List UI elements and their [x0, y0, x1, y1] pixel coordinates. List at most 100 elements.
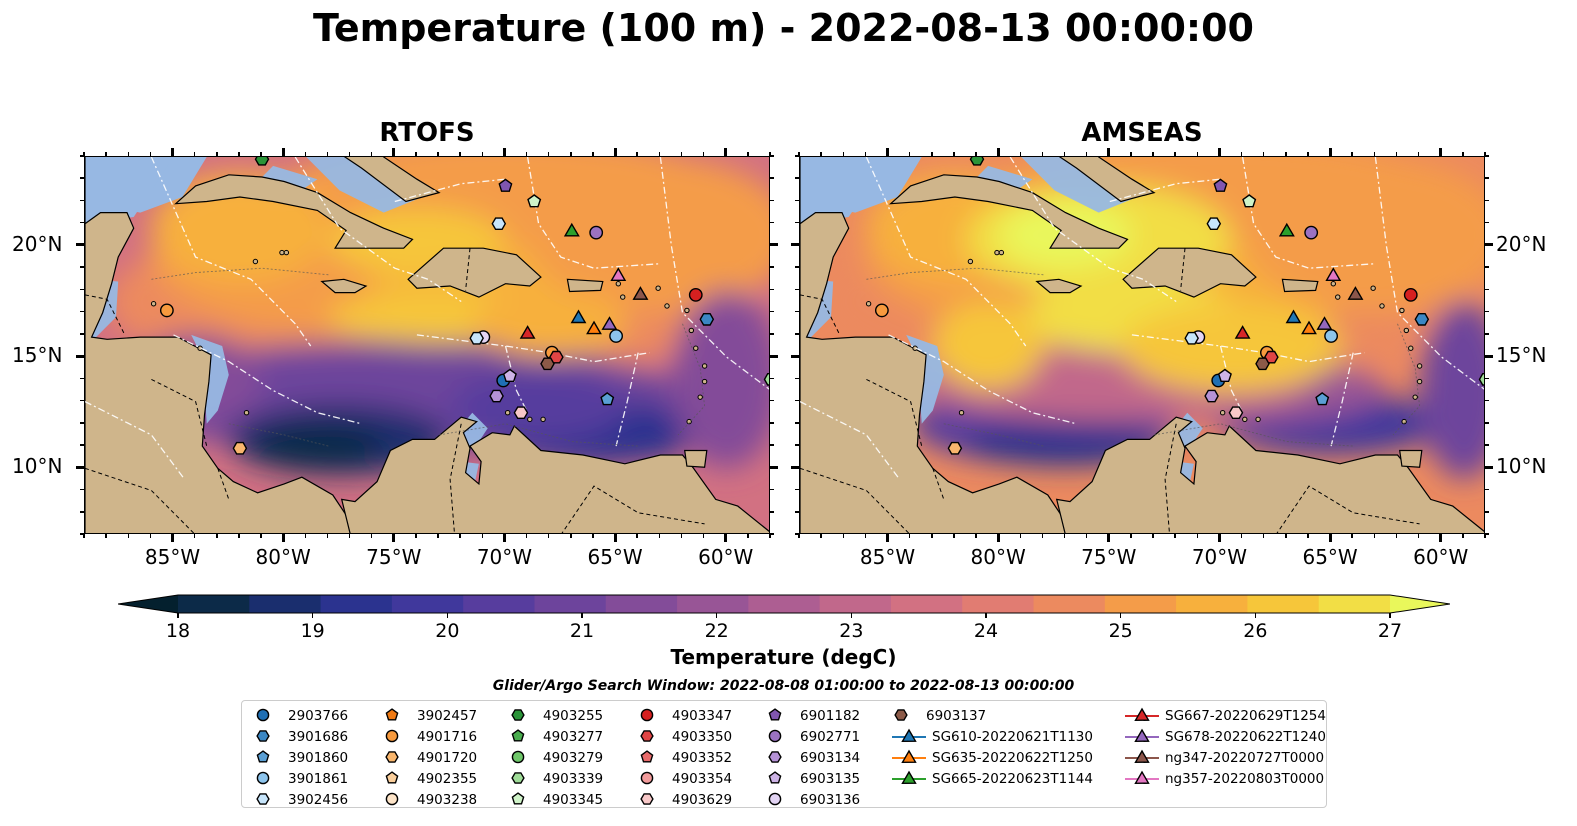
x-tick-mark — [1152, 534, 1154, 538]
y-tick-mark — [770, 243, 778, 247]
y-tick-mark — [770, 288, 774, 291]
float-marker — [874, 303, 889, 318]
x-tick-label: 75°W — [366, 545, 422, 569]
x-tick-mark — [127, 152, 129, 156]
x-tick-mark — [886, 534, 890, 542]
float-marker — [1228, 406, 1244, 419]
x-tick-mark — [171, 148, 175, 156]
x-tick-mark — [370, 534, 373, 538]
x-tick-mark — [798, 534, 800, 538]
float-marker — [1478, 372, 1484, 386]
float-marker — [1347, 286, 1364, 300]
colorbar-tick-mark — [850, 613, 853, 618]
float-marker — [254, 157, 270, 166]
y-tick-mark — [1485, 199, 1489, 202]
legend-label: SG678-20220622T1240 — [1165, 729, 1326, 745]
float-marker — [609, 329, 623, 343]
y-tick-mark — [1485, 444, 1489, 446]
x-tick-label: 60°W — [1413, 545, 1469, 569]
legend-label: 3902457 — [417, 708, 478, 724]
x-tick-mark — [459, 152, 461, 156]
float-marker — [563, 222, 580, 237]
x-tick-mark — [238, 152, 240, 156]
figure-title: Temperature (100 m) - 2022-08-13 00:00:0… — [312, 6, 1254, 50]
legend-label: 6902771 — [800, 729, 861, 745]
legend-item: 6903135 — [766, 769, 886, 787]
legend-item: 3901860 — [254, 748, 374, 766]
y-tick-mark — [770, 511, 774, 513]
legend-item: SG610-20220621T1130 — [892, 727, 1122, 745]
colorbar-segment — [1176, 595, 1249, 613]
x-tick-mark — [481, 152, 484, 156]
legend-label: 3902456 — [288, 792, 349, 808]
x-tick-mark — [975, 152, 977, 156]
x-tick-mark — [1307, 152, 1309, 156]
land — [800, 157, 1484, 533]
float-marker — [519, 325, 536, 339]
float-markers — [159, 157, 769, 455]
x-tick-mark — [1328, 148, 1332, 156]
circle-marker-icon — [385, 729, 399, 743]
y-tick-mark — [1485, 488, 1489, 491]
colorbar-tick-mark — [1389, 613, 1391, 618]
x-tick-label: 70°W — [1191, 545, 1248, 569]
float-marker — [1184, 331, 1200, 345]
y-tick-mark — [1485, 399, 1489, 402]
y-tick-mark — [770, 354, 778, 358]
legend-label: 3901861 — [288, 771, 349, 787]
colorbar-segment — [463, 595, 536, 613]
legend-item: 6903137 — [892, 706, 1122, 724]
y-tick-mark — [770, 444, 774, 446]
legend-item: 4903347 — [638, 706, 758, 724]
x-tick-mark — [1484, 152, 1486, 156]
x-tick-mark — [1262, 152, 1265, 156]
triangle-marker-icon — [1125, 728, 1159, 743]
x-tick-mark — [1217, 148, 1221, 156]
legend-label: 4903629 — [672, 792, 733, 808]
x-tick-mark — [1484, 534, 1486, 538]
legend-item: 2903766 — [254, 706, 374, 724]
x-tick-mark — [1351, 152, 1353, 156]
legend-label: 4903352 — [672, 750, 733, 766]
legend-label: 4903347 — [672, 708, 733, 724]
colorbar-segment — [249, 595, 322, 613]
float-marker — [1278, 222, 1295, 237]
x-tick-mark — [953, 534, 955, 538]
legend-item: SG665-20220623T1144 — [892, 769, 1122, 787]
x-tick-mark — [216, 152, 218, 156]
float-marker — [1217, 368, 1232, 383]
circle-marker-icon — [768, 729, 782, 743]
float-marker — [947, 441, 963, 455]
x-tick-mark — [193, 152, 196, 156]
float-marker — [1285, 309, 1302, 324]
colorbar-segment — [178, 595, 250, 613]
pentagon-marker-icon — [511, 729, 525, 742]
x-tick-label: 70°W — [476, 545, 533, 569]
legend-item: 6903134 — [766, 748, 886, 766]
x-tick-mark — [1328, 534, 1332, 542]
y-tick-mark — [1485, 511, 1489, 513]
float-markers — [874, 157, 1484, 455]
legend-label: ng347-20220727T0000 — [1165, 750, 1325, 766]
x-tick-mark — [1130, 152, 1132, 156]
x-tick-label: 60°W — [698, 545, 754, 569]
legend-label: SG665-20220623T1144 — [932, 771, 1093, 787]
y-tick-mark — [76, 243, 84, 247]
float-marker — [1301, 320, 1317, 335]
x-tick-mark — [1462, 534, 1464, 538]
y-tick-mark — [1485, 266, 1489, 268]
float-marker — [688, 287, 703, 302]
x-tick-mark — [658, 152, 661, 156]
x-tick-mark — [1285, 534, 1287, 538]
legend-label: 3901686 — [288, 729, 349, 745]
legend-label: 4903350 — [672, 729, 733, 745]
x-tick-label: 75°W — [1081, 545, 1137, 569]
circle-marker-icon — [511, 750, 525, 764]
colorbar-segment — [677, 595, 749, 613]
x-tick-mark — [1417, 152, 1420, 156]
x-tick-mark — [1373, 534, 1376, 538]
float-marker — [1242, 194, 1257, 208]
y-tick-mark — [1485, 354, 1493, 358]
colorbar-tick-mark — [715, 613, 718, 618]
x-tick-mark — [1019, 534, 1022, 538]
